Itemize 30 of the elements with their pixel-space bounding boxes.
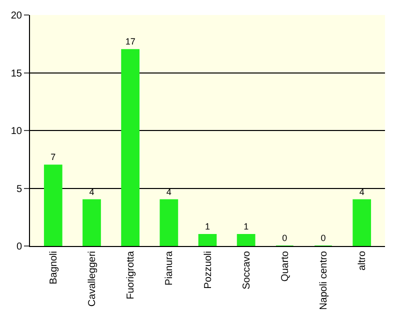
y-tick-label: 10 [10,126,22,137]
y-tick-label: 15 [10,68,22,80]
x-tick-label: Quarto [280,250,291,282]
data-label: 1 [244,221,249,232]
x-tick-label: Soccavo [241,250,252,290]
x-tick-label: Napoli centro [318,250,330,310]
x-tick-label: Pozzuoli [202,251,214,289]
y-tick-label: 5 [16,184,22,195]
data-label: 1 [204,221,210,232]
data-label: 4 [89,186,94,197]
y-tick-label: 0 [16,242,22,252]
x-tick-label: Pianura [164,250,176,286]
bar [44,164,62,246]
bar [236,234,256,246]
data-label: 0 [320,233,326,243]
data-label: 4 [359,186,364,197]
bar [82,199,101,246]
data-label: 7 [50,152,56,162]
x-tick-label: altro [357,250,368,270]
bar [198,234,217,246]
x-tick-label: Cavalleggeri [86,251,98,307]
bar [352,199,372,246]
bar [121,49,140,246]
data-label: 17 [125,36,136,47]
x-tick-label: Bagnoli [48,251,60,284]
y-tick-label: 20 [10,10,22,22]
bar [160,199,178,246]
x-tick-label: Fuorigrotta [126,250,137,300]
data-label: 4 [166,186,172,197]
data-label: 0 [282,233,288,243]
